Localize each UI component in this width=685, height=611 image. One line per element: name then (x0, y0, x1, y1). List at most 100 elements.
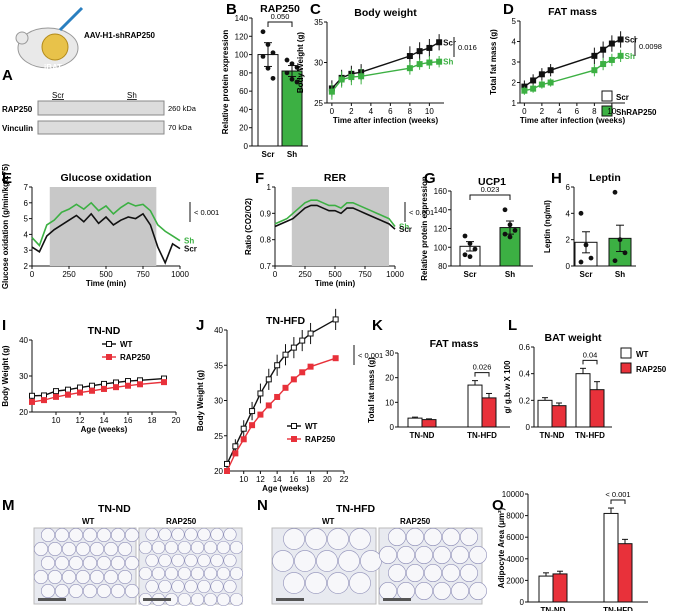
data-point (232, 443, 239, 450)
y-axis-label: Relative protein expression (221, 30, 230, 135)
x-tick-label: 0 (330, 107, 335, 116)
data-point (270, 75, 276, 81)
x-tick-label: Scr (580, 270, 593, 279)
adipocyte-cell (184, 527, 198, 542)
adipocyte-cell (68, 555, 84, 571)
data-point (617, 52, 624, 59)
adipocyte-cell (145, 579, 159, 594)
x-tick-label: 4 (557, 107, 562, 116)
p-value-label: < 0.001 (194, 208, 219, 217)
adipocyte-cell (433, 546, 451, 564)
adipocyte-cell (158, 553, 172, 568)
x-axis-label: Time (min) (315, 279, 356, 288)
data-point (588, 255, 594, 261)
y-axis-label: g/ g.b.w X 100 (503, 360, 512, 413)
adipocyte-cell (40, 527, 56, 543)
y-tick-label: 10000 (502, 490, 525, 499)
y-tick-label: 6 (566, 183, 571, 192)
x-tick-label: 20 (172, 416, 181, 425)
data-point (77, 389, 83, 396)
y-tick-label: 0 (244, 142, 249, 151)
legend-swatch-wt (620, 347, 632, 359)
y-tick-label: 10 (385, 398, 394, 407)
y-tick-label: 0 (390, 423, 395, 432)
data-point (426, 44, 433, 51)
chart-o: 0 2000 4000 6000 8000 10000 Adipocyte Area (μm… (497, 490, 648, 611)
chart-title: RER (324, 172, 347, 184)
y-tick-label: 140 (235, 14, 249, 23)
adipocyte-cell (216, 592, 231, 607)
adipocyte-cell (360, 550, 382, 572)
data-point (289, 76, 295, 82)
adipocyte-cell (40, 583, 56, 599)
x-axis-label: Age (weeks) (81, 425, 128, 434)
data-point (472, 246, 478, 252)
y-tick-label: 0 (566, 262, 571, 271)
y-tick-label: 6000 (506, 533, 524, 542)
data-point (299, 369, 306, 376)
y-tick-label: 5 (512, 17, 517, 26)
data-point (462, 233, 468, 239)
data-point (436, 58, 443, 65)
y-tick-label: 1 (512, 99, 517, 108)
adipocyte-cell (442, 528, 460, 546)
data-point (282, 384, 289, 391)
y-tick-label: 0.6 (519, 343, 531, 352)
adipocyte-pattern (379, 528, 487, 601)
chart-title: TN-ND (88, 325, 121, 337)
y-tick-label: 40 (239, 105, 248, 114)
x-tick-label: Scr (262, 150, 275, 159)
adipocyte-cell (424, 564, 442, 582)
data-point (53, 388, 59, 395)
adipocyte-cell (424, 528, 442, 546)
legend-label: WT (120, 340, 133, 349)
bar-rap250 (421, 419, 437, 428)
x-tick-label: 4 (369, 107, 374, 116)
chart-title: Glucose oxidation (60, 172, 151, 184)
adipocyte-cell (406, 528, 424, 546)
x-tick-label: TN-ND (541, 606, 566, 611)
x-tick-label: 6 (388, 107, 393, 116)
adipocyte-cell (469, 546, 487, 564)
adipocyte-cell (305, 572, 327, 594)
series-line-scr (331, 41, 440, 89)
x-tick-label: 10 (239, 475, 248, 484)
adipocyte-cell (61, 541, 77, 557)
adipocyte-cell (379, 546, 397, 564)
adipocyte-cell (210, 579, 224, 594)
x-tick-label: Sh (287, 150, 297, 159)
adipocyte-cell (171, 553, 185, 568)
data-point (257, 390, 264, 397)
x-tick-label: 10 (425, 107, 434, 116)
adipocyte-cell (203, 540, 218, 555)
data-point (290, 344, 297, 351)
y-tick-label: 35 (314, 18, 323, 27)
y-tick-label: 120 (235, 32, 249, 41)
y-tick-label: 160 (434, 187, 448, 196)
data-point (600, 61, 607, 68)
panel-letter-i: I (2, 317, 6, 334)
adipocyte-cell (68, 527, 84, 543)
series-line-sh (331, 60, 440, 93)
data-point (53, 393, 59, 400)
adipocyte-cell (190, 540, 205, 555)
adipocyte-cell (197, 579, 211, 594)
adipocyte-cell (117, 541, 133, 557)
panel-letter-f: F (255, 170, 264, 187)
adipocyte-cell (171, 579, 185, 594)
data-point (65, 386, 71, 393)
adipocyte-cell (223, 579, 237, 594)
adipocyte-cell (184, 579, 198, 594)
adipocyte-cell (33, 569, 49, 585)
adipocyte-pattern (138, 527, 244, 607)
data-point (101, 385, 107, 392)
adipocyte-cell (272, 550, 294, 572)
legend-label: RAP250 (120, 353, 151, 362)
y-tick-label: 20 (214, 467, 223, 476)
data-point (406, 53, 413, 60)
x-tick-label: 18 (306, 475, 315, 484)
y-tick-label: 3 (512, 58, 517, 67)
adipocyte-cell (103, 541, 119, 557)
y-tick-label: 3 (24, 246, 29, 255)
y-tick-label: 7 (24, 183, 29, 192)
